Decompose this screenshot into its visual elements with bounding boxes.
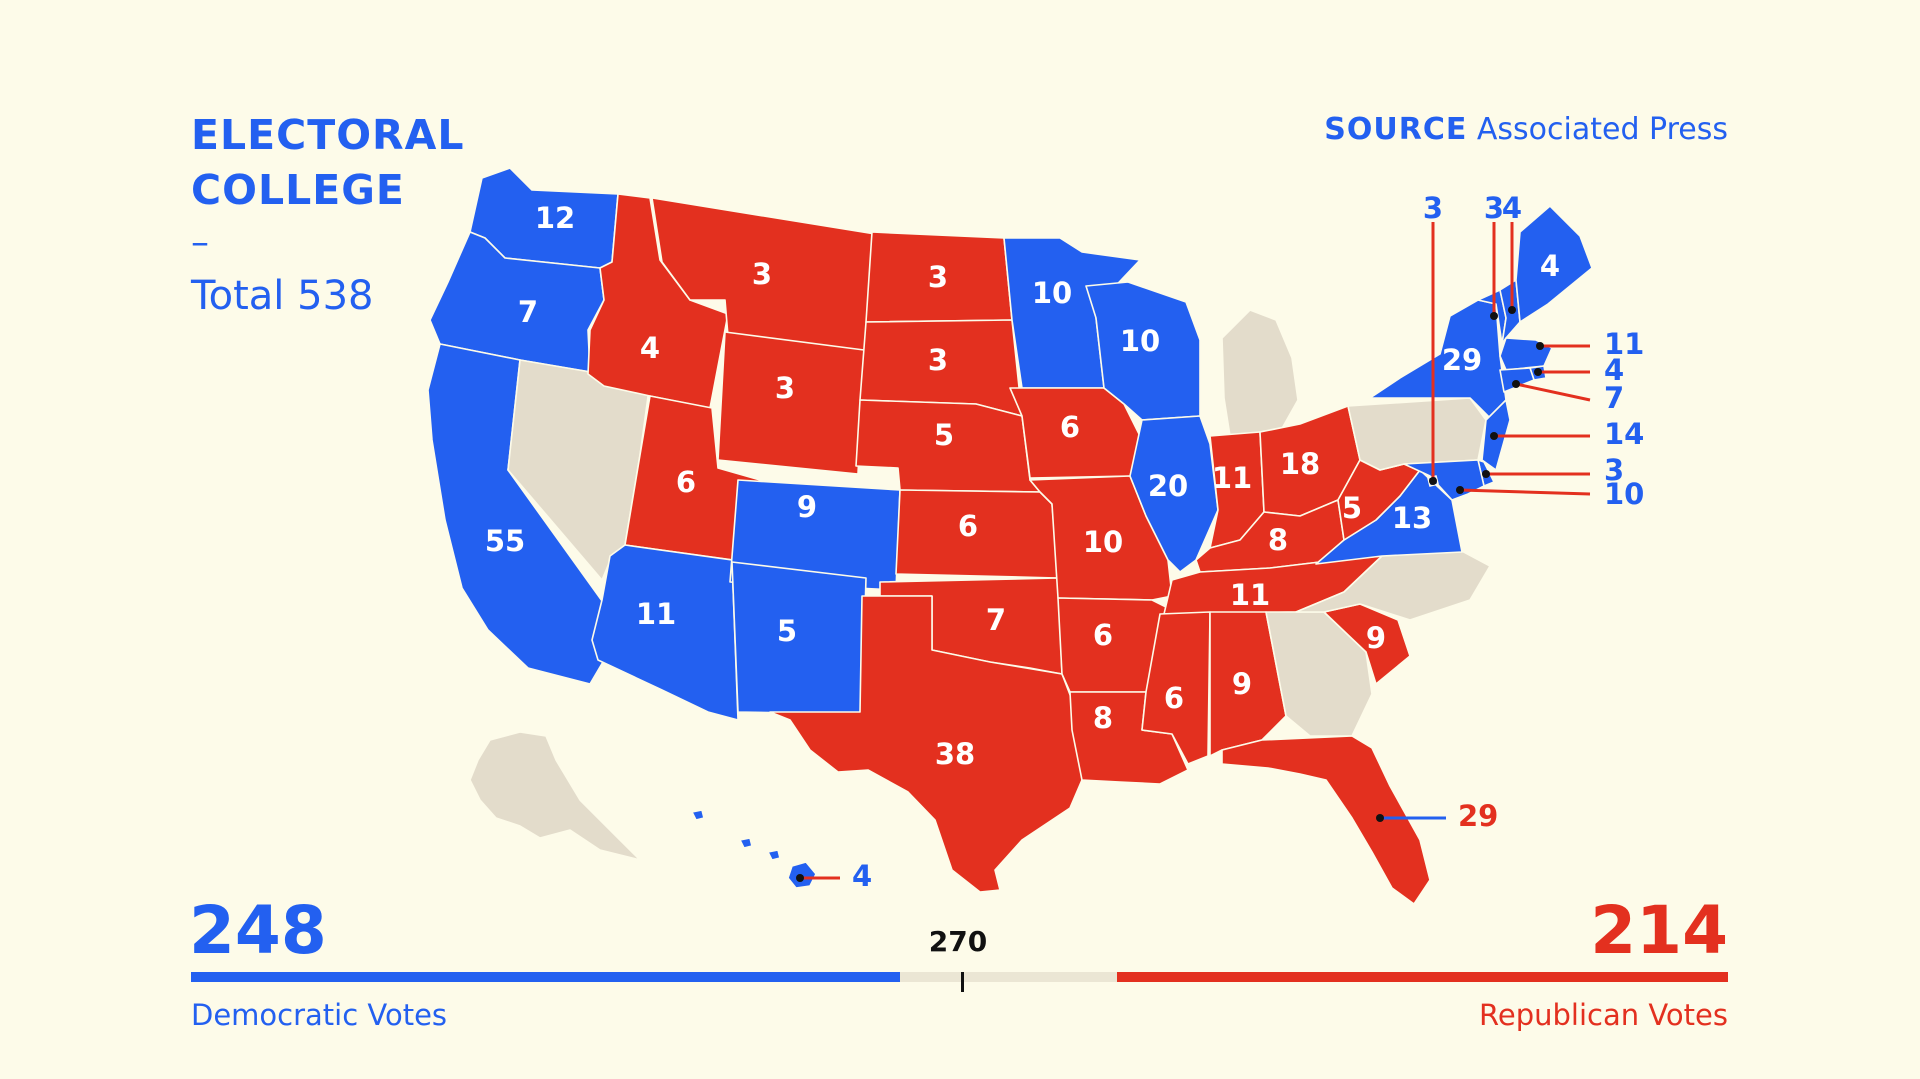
democratic-total: 248 [189,892,327,969]
callout-label-hi: 4 [852,859,872,893]
callout-dot-ri [1534,368,1542,376]
state-label-mn: 10 [1032,276,1072,310]
state-label-ks: 6 [958,509,978,543]
title-line-2: COLLEGE [191,166,405,214]
state-label-ar: 6 [1093,618,1113,652]
state-me[interactable] [1515,205,1593,323]
state-label-me: 4 [1540,249,1560,283]
state-label-ca: 55 [485,524,525,558]
callout-label-md: 10 [1604,477,1644,511]
state-tx[interactable] [769,595,1083,893]
callout-label-ri: 4 [1604,353,1624,387]
state-label-id: 4 [640,331,660,365]
state-label-wi: 10 [1120,324,1160,358]
state-hi[interactable] [691,809,817,889]
state-label-oh: 18 [1280,447,1320,481]
vote-progress-bar [191,972,1728,992]
democratic-bar [191,972,900,982]
state-label-nm: 5 [777,614,797,648]
source-name: Associated Press [1476,112,1728,147]
callout-label-nh: 4 [1502,191,1522,225]
state-fl[interactable] [1221,735,1431,905]
callout-dot-md [1456,486,1464,494]
state-ak[interactable] [469,731,641,861]
callout-label-vt: 3 [1484,191,1504,225]
callout-label-dc: 3 [1423,191,1443,225]
callout-label-ma: 11 [1604,327,1644,361]
state-label-wa: 12 [535,201,575,235]
callout-dot-fl [1376,814,1384,822]
state-label-al: 9 [1232,667,1252,701]
state-label-nd: 3 [928,260,948,294]
state-label-va: 13 [1392,501,1432,535]
state-ct[interactable] [1499,367,1535,393]
threshold-tick [961,972,965,992]
callout-label-de: 3 [1604,453,1624,487]
source-credit: SOURCE Associated Press [1324,112,1728,147]
state-label-ky: 8 [1268,523,1288,557]
callout-dot-nh [1508,306,1516,314]
title-line-1: ELECTORAL [191,111,465,159]
state-label-ut: 6 [676,465,696,499]
state-az[interactable] [591,544,739,721]
state-shapes [427,167,1593,905]
source-label: SOURCE [1324,112,1468,147]
state-label-az: 11 [636,597,676,631]
total-votes-label: Total 538 [191,273,374,319]
state-wy[interactable] [717,331,865,475]
state-nc[interactable] [1295,549,1491,621]
callout-line-md [1459,488,1591,496]
callout-label-fl: 29 [1458,799,1498,833]
callout-dot-dc [1429,477,1437,485]
state-ma[interactable] [1499,337,1553,371]
callout-dot-hi [796,874,804,882]
democratic-votes-label: Democratic Votes [191,998,448,1032]
state-label-ny: 29 [1442,343,1482,377]
threshold-label: 270 [928,925,988,958]
republican-votes-label: Republican Votes [1479,998,1728,1032]
callout-dot-ct [1512,380,1520,388]
state-label-tx: 38 [935,737,975,771]
republican-total: 214 [1590,892,1728,969]
state-vote-labels: 12 7 55 4 3 3 6 11 9 5 3 3 5 6 7 38 10 6 10 6 8 10 20 11 18 8 11 6 9… [485,201,1560,771]
callout-dot-nj [1490,432,1498,440]
state-il[interactable] [1129,415,1219,573]
state-nm[interactable] [731,561,867,715]
callout-dot-ma [1536,342,1544,350]
state-label-or: 7 [518,295,538,329]
state-label-ne: 5 [934,418,954,452]
callout-line-ct [1515,382,1591,402]
title-dash: – [191,222,209,263]
state-label-co: 9 [797,490,817,524]
state-label-il: 20 [1148,469,1188,503]
callout-label-ct: 7 [1604,381,1624,415]
state-label-ia: 6 [1060,410,1080,444]
state-label-sd: 3 [928,343,948,377]
state-label-wv: 5 [1342,491,1362,525]
republican-bar [1116,972,1728,982]
map-title: ELECTORAL COLLEGE [191,108,464,218]
state-pa[interactable] [1347,397,1487,471]
state-label-tn: 11 [1230,578,1270,612]
state-label-sc: 9 [1366,621,1386,655]
state-label-mo: 10 [1083,525,1123,559]
state-label-in: 11 [1212,461,1252,495]
state-label-mt: 3 [752,257,772,291]
state-mi[interactable] [1221,309,1299,437]
state-label-wy: 3 [775,371,795,405]
callout-dot-vt [1490,312,1498,320]
callout-label-nj: 14 [1604,417,1644,451]
callout-dot-de [1482,470,1490,478]
state-label-ok: 7 [986,603,1006,637]
state-label-ms: 6 [1164,681,1184,715]
state-label-la: 8 [1093,701,1113,735]
